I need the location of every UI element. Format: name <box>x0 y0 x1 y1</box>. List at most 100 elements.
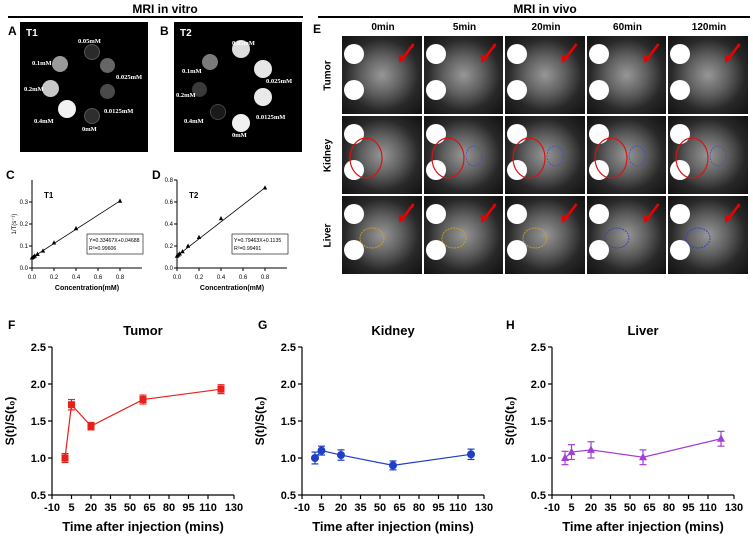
vivo-row-title: Kidney <box>322 138 334 173</box>
reference-vial <box>507 80 527 100</box>
reference-vial <box>588 80 609 100</box>
reference-vial <box>425 124 446 144</box>
equation-text: Y=0.33467X+0.04688 <box>89 238 140 244</box>
x-tick-label: -10 <box>44 502 60 514</box>
conc-label-01: 0.1mM <box>32 60 52 67</box>
vial-0025 <box>100 58 115 73</box>
vitro-header-rule <box>8 16 303 18</box>
y-axis-label: 1/T(s⁻¹) <box>12 214 18 235</box>
equation-text: Y=0.79463X+0.1135 <box>234 238 281 244</box>
mri-vitro-t2-image: T2 0.05mM 0.1mM 0.025mM 0.2mM 0.0125mM 0… <box>174 22 302 152</box>
vivo-mri-cell <box>342 116 422 194</box>
x-tick-label: 5 <box>568 502 574 514</box>
y-tick-label: 1.5 <box>281 416 296 428</box>
chart-f-tumor: Tumor 0.5 1.0 1.5 2.0 2.5 -10 5 20 35 50 65 80 95 110 1… <box>3 323 243 534</box>
data-point <box>73 225 79 231</box>
vivo-mri-cell <box>505 196 585 274</box>
r-squared-text: R²=0.99491 <box>234 246 261 252</box>
data-point <box>32 253 37 258</box>
x-tick-label: 50 <box>124 502 136 514</box>
data-point <box>317 446 326 455</box>
x-tick-label: 95 <box>182 502 194 514</box>
vivo-overlay <box>441 203 496 249</box>
vivo-mri-cell <box>423 196 503 274</box>
y-tick-label: 0.0 <box>165 266 174 272</box>
data-point <box>561 453 569 461</box>
data-point <box>217 385 225 393</box>
red-arrow-head <box>724 55 732 63</box>
data-point <box>717 434 725 442</box>
vivo-overlay <box>512 137 564 179</box>
x-tick-label: 5 <box>68 502 74 514</box>
conc-label-04: 0.4mM <box>34 118 54 125</box>
reference-vial <box>507 204 527 224</box>
data-point <box>51 240 57 245</box>
x-tick-label: 130 <box>725 502 743 514</box>
x-tick-label: 0.2 <box>50 275 59 281</box>
mri-in-vivo-header: MRI in vivo <box>513 2 577 16</box>
red-arrow-head <box>398 55 406 63</box>
y-axis-label: S(t)/S(t₀) <box>3 397 17 446</box>
data-point <box>35 251 40 256</box>
chart-title: Kidney <box>371 323 415 338</box>
vivo-mri-cell <box>586 116 666 194</box>
chart-title: Liver <box>627 323 658 338</box>
x-tick-label: 130 <box>475 502 493 514</box>
vivo-column-title: 20min <box>531 22 561 33</box>
liver-roi-outline <box>359 227 385 249</box>
x-tick-label: 0.8 <box>116 275 125 281</box>
vivo-row-title: Liver <box>322 223 334 248</box>
t2-label: T2 <box>180 28 192 39</box>
x-tick-label: 20 <box>85 502 97 514</box>
equation-box <box>231 233 289 255</box>
panel-letter-e: E <box>313 22 322 36</box>
vivo-mri-cell <box>342 196 422 274</box>
kidney-roi-circle <box>675 137 709 179</box>
reference-vial <box>670 204 690 224</box>
vial-04 <box>58 100 76 118</box>
panel-letter-h: H <box>506 318 515 332</box>
data-point <box>177 251 182 256</box>
vial-0-t2 <box>232 114 250 132</box>
y-tick-label: 0.4 <box>165 222 174 228</box>
reference-vial <box>670 240 690 260</box>
vivo-mri-cell <box>342 36 422 114</box>
data-point <box>40 248 46 253</box>
chart-g-kidney: Kidney 0.5 1.0 1.5 2.0 2.5 -10 5 20 35 50 65 80 95 110… <box>253 323 493 534</box>
vial-0025-t2 <box>254 60 272 78</box>
data-point <box>185 243 191 248</box>
conc-label-005-t2: 0.05mM <box>232 40 255 47</box>
vivo-overlay <box>593 137 645 179</box>
red-arrow-head <box>724 215 732 223</box>
x-tick-label: 35 <box>354 502 366 514</box>
conc-label-0025: 0.025mM <box>116 74 143 81</box>
data-point <box>180 249 185 254</box>
liver-roi-outline <box>604 227 629 249</box>
reference-vial <box>507 240 527 260</box>
vial-00125-t2 <box>254 88 272 106</box>
vivo-overlay <box>522 203 578 249</box>
x-tick-label: 65 <box>393 502 405 514</box>
reference-vial <box>344 124 364 144</box>
data-point <box>311 454 319 462</box>
reference-vial <box>344 160 364 180</box>
y-tick-label: 2.0 <box>531 379 546 391</box>
y-tick-label: 2.0 <box>281 379 296 391</box>
vivo-overlay <box>561 43 578 63</box>
liver-roi-outline <box>441 227 466 249</box>
mri-in-vivo-grid: 0min 5min 20min 60min 120min Tumor Kidney Liver <box>318 22 750 280</box>
data-point <box>139 396 147 404</box>
conc-label-01-t2: 0.1mM <box>182 68 202 75</box>
x-tick-label: 80 <box>163 502 175 514</box>
x-tick-label: 130 <box>225 502 243 514</box>
chart-c-t1-relaxation: 0.0 0.2 0.4 0.6 0.8 0.0 0.1 0.2 0.3 Concentration… <box>12 180 144 292</box>
vivo-overlay <box>430 137 482 179</box>
x-tick-label: 20 <box>335 502 347 514</box>
y-tick-label: 1.0 <box>531 453 546 465</box>
reference-vial <box>670 80 690 100</box>
fit-line <box>176 187 266 257</box>
conc-label-00125: 0.0125mM <box>104 108 134 115</box>
x-tick-label: 65 <box>643 502 655 514</box>
y-tick-label: 1.0 <box>281 453 296 465</box>
vivo-mri-cell <box>668 196 748 274</box>
